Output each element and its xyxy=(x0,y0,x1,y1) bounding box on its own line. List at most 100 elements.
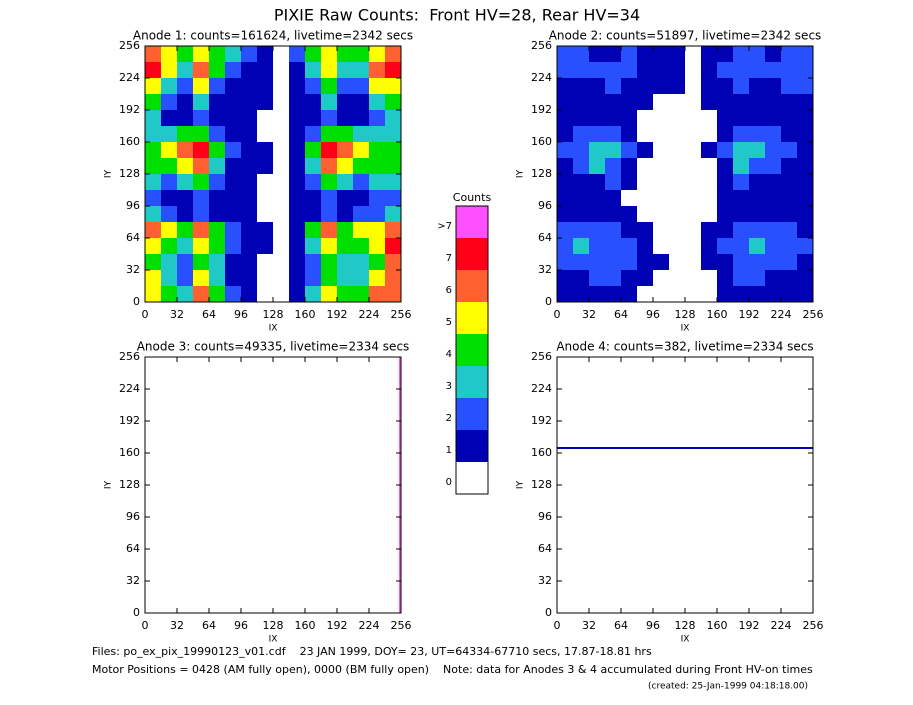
heatmap-cell xyxy=(257,238,274,255)
heatmap-cell xyxy=(781,110,798,127)
y-tick-label: 224 xyxy=(531,71,552,84)
heatmap-cell xyxy=(685,110,702,127)
heatmap-cell xyxy=(765,254,782,271)
heatmap-cell xyxy=(257,62,274,79)
heatmap-cell xyxy=(669,206,686,223)
heatmap-cell xyxy=(177,78,194,95)
heatmap-cell xyxy=(589,238,606,255)
heatmap-cell xyxy=(717,238,734,255)
heatmap-cell xyxy=(653,94,670,111)
heatmap-cell xyxy=(605,126,622,143)
heatmap-cell xyxy=(369,126,386,143)
heatmap-cell xyxy=(653,190,670,207)
heatmap-cell xyxy=(749,94,766,111)
heatmap-cell xyxy=(749,174,766,191)
heatmap-cell xyxy=(685,254,702,271)
heatmap-cell xyxy=(653,46,670,63)
colorbar-label: >7 xyxy=(437,221,452,232)
heatmap-cell xyxy=(273,270,290,287)
heatmap-cell xyxy=(145,270,162,287)
heatmap-cell xyxy=(765,222,782,239)
heatmap-cell xyxy=(573,254,590,271)
heatmap-cell xyxy=(605,270,622,287)
heatmap-cell xyxy=(273,110,290,127)
heatmap-cell xyxy=(289,142,306,159)
heatmap-cell xyxy=(225,158,242,175)
heatmap-cell xyxy=(797,174,814,191)
colorbar-swatch xyxy=(456,334,488,366)
y-tick-label: 160 xyxy=(119,446,140,459)
heatmap-cell xyxy=(717,286,734,303)
heatmap-cell xyxy=(193,46,210,63)
heatmap-cell xyxy=(321,190,338,207)
heatmap-cell xyxy=(573,270,590,287)
heatmap-cell xyxy=(605,286,622,303)
y-tick-label: 160 xyxy=(531,135,552,148)
heatmap-cell xyxy=(653,206,670,223)
x-tick-label: 224 xyxy=(359,308,380,321)
heatmap-cell xyxy=(321,238,338,255)
x-tick-label: 64 xyxy=(202,619,216,632)
heatmap-cell xyxy=(557,238,574,255)
heatmap-cell xyxy=(177,190,194,207)
heatmap-cell xyxy=(557,206,574,223)
heatmap-cell xyxy=(385,190,402,207)
heatmap-cell xyxy=(241,94,258,111)
heatmap-cell xyxy=(557,142,574,159)
heatmap-cell xyxy=(161,270,178,287)
heatmap-cell xyxy=(289,222,306,239)
heatmap-cell xyxy=(621,62,638,79)
heatmap-cell xyxy=(637,238,654,255)
heatmap-cell xyxy=(653,270,670,287)
heatmap-cell xyxy=(289,238,306,255)
heatmap-cell xyxy=(289,158,306,175)
heatmap-cell xyxy=(177,142,194,159)
heatmap-cell xyxy=(209,190,226,207)
heatmap-cell xyxy=(209,78,226,95)
x-tick-label: 256 xyxy=(803,308,824,321)
heatmap-cell xyxy=(701,126,718,143)
heatmap-cell xyxy=(369,206,386,223)
x-tick-label: 0 xyxy=(554,619,561,632)
heatmap-cell xyxy=(337,62,354,79)
heatmap-cell xyxy=(621,206,638,223)
heatmap-cell xyxy=(685,158,702,175)
y-tick-label: 256 xyxy=(531,39,552,52)
heatmap-cell xyxy=(353,158,370,175)
heatmap-cell xyxy=(225,190,242,207)
heatmap-cell xyxy=(573,142,590,159)
heatmap-cell xyxy=(145,46,162,63)
heatmap-cell xyxy=(241,190,258,207)
heatmap-cell xyxy=(589,46,606,63)
heatmap-cell xyxy=(797,190,814,207)
y-tick-label: 32 xyxy=(126,574,140,587)
y-axis-label: IY xyxy=(516,480,526,489)
heatmap-cell xyxy=(145,62,162,79)
heatmap-cell xyxy=(369,270,386,287)
heatmap-cell xyxy=(749,190,766,207)
heatmap-cell xyxy=(749,270,766,287)
heatmap-cell xyxy=(193,222,210,239)
heatmap-cell xyxy=(369,78,386,95)
heatmap-cell xyxy=(209,62,226,79)
heatmap-cell xyxy=(653,142,670,159)
heatmap-cell xyxy=(145,94,162,111)
heatmap-cell xyxy=(573,62,590,79)
heatmap-cell xyxy=(369,94,386,111)
heatmap-cell xyxy=(305,142,322,159)
heatmap-cell xyxy=(353,94,370,111)
heatmap-cell xyxy=(621,110,638,127)
heatmap-cell xyxy=(193,62,210,79)
heatmap-cell xyxy=(193,286,210,303)
x-tick-label: 192 xyxy=(327,619,348,632)
heatmap-cell xyxy=(385,238,402,255)
footer-line: Files: po_ex_pix_19990123_v01.cdf 23 JAN… xyxy=(92,645,652,658)
heatmap-cell xyxy=(321,94,338,111)
heatmap-cell xyxy=(161,94,178,111)
heatmap-cell xyxy=(669,126,686,143)
heatmap-cell xyxy=(241,158,258,175)
heatmap-cell xyxy=(557,110,574,127)
heatmap-cell xyxy=(765,270,782,287)
heatmap-cell xyxy=(605,46,622,63)
heatmap-cell xyxy=(321,158,338,175)
